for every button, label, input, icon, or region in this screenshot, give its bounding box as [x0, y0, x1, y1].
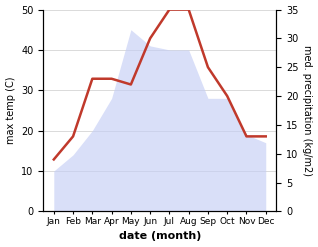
Y-axis label: med. precipitation (kg/m2): med. precipitation (kg/m2)	[302, 45, 313, 176]
Y-axis label: max temp (C): max temp (C)	[5, 77, 16, 144]
X-axis label: date (month): date (month)	[119, 231, 201, 242]
